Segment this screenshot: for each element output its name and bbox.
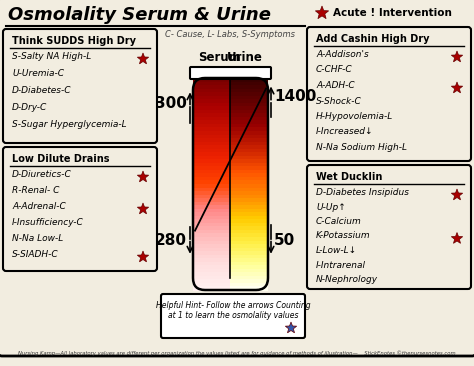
Text: D-Dry-C: D-Dry-C — [12, 103, 47, 112]
Polygon shape — [285, 322, 297, 333]
Text: D-Diabetes Insipidus: D-Diabetes Insipidus — [316, 188, 409, 197]
Text: Think SUDDS High Dry: Think SUDDS High Dry — [12, 36, 136, 46]
Text: Urine: Urine — [227, 51, 263, 64]
Polygon shape — [451, 51, 463, 62]
FancyBboxPatch shape — [307, 27, 471, 161]
Text: Low Dilute Drains: Low Dilute Drains — [12, 154, 109, 164]
Text: I-Insufficiency-C: I-Insufficiency-C — [12, 218, 84, 227]
Polygon shape — [315, 6, 328, 19]
Text: 300: 300 — [155, 96, 187, 111]
Text: Wet Ducklin: Wet Ducklin — [316, 172, 383, 182]
Polygon shape — [451, 232, 463, 243]
Text: Add Cashin High Dry: Add Cashin High Dry — [316, 34, 429, 44]
Text: K-Potassium: K-Potassium — [316, 232, 371, 240]
FancyBboxPatch shape — [161, 294, 305, 338]
Text: 280: 280 — [155, 233, 187, 248]
Polygon shape — [451, 82, 463, 93]
Text: A-Adrenal-C: A-Adrenal-C — [12, 202, 66, 211]
Text: I-Increased↓: I-Increased↓ — [316, 127, 374, 137]
Text: L-Low-L↓: L-Low-L↓ — [316, 246, 357, 255]
Polygon shape — [451, 189, 463, 200]
Text: C- Cause, L- Labs, S-Symptoms: C- Cause, L- Labs, S-Symptoms — [165, 30, 295, 39]
Text: N-Na Sodium High-L: N-Na Sodium High-L — [316, 143, 407, 152]
FancyBboxPatch shape — [3, 29, 157, 143]
Text: Nursing Kamp—All laboratory values are different per organization the values lis: Nursing Kamp—All laboratory values are d… — [18, 350, 456, 356]
FancyBboxPatch shape — [3, 147, 157, 271]
Text: Serum: Serum — [198, 51, 241, 64]
Polygon shape — [137, 251, 149, 262]
Text: I-Intrarenal: I-Intrarenal — [316, 261, 366, 269]
Text: U-Up↑: U-Up↑ — [316, 202, 346, 212]
Text: A-ADH-C: A-ADH-C — [316, 81, 355, 90]
FancyBboxPatch shape — [0, 0, 474, 356]
FancyBboxPatch shape — [307, 165, 471, 289]
Text: 1400: 1400 — [274, 89, 316, 104]
Text: N-Na Low-L: N-Na Low-L — [12, 234, 63, 243]
Text: S-Shock-C: S-Shock-C — [316, 97, 362, 105]
Text: H-Hypovolemia-L: H-Hypovolemia-L — [316, 112, 393, 121]
Text: Helpful Hint- Follow the arrows Counting
at 1 to learn the osmolality values: Helpful Hint- Follow the arrows Counting… — [155, 301, 310, 320]
Text: 50: 50 — [274, 233, 295, 248]
FancyBboxPatch shape — [193, 78, 268, 290]
FancyBboxPatch shape — [190, 67, 271, 79]
Text: R-Renal- C: R-Renal- C — [12, 186, 59, 195]
Text: C-Calcium: C-Calcium — [316, 217, 362, 226]
Text: A-Addison's: A-Addison's — [316, 50, 369, 59]
Polygon shape — [137, 171, 149, 182]
Text: S-SIADH-C: S-SIADH-C — [12, 250, 59, 259]
Text: Acute ! Intervention: Acute ! Intervention — [333, 8, 452, 18]
Text: Osmolality Serum & Urine: Osmolality Serum & Urine — [8, 6, 271, 24]
Text: S-Salty NA High-L: S-Salty NA High-L — [12, 52, 91, 61]
Text: S-Sugar Hyperglycemia-L: S-Sugar Hyperglycemia-L — [12, 120, 127, 129]
Polygon shape — [137, 203, 149, 214]
Text: D-Diabetes-C: D-Diabetes-C — [12, 86, 72, 95]
Text: U-Uremia-C: U-Uremia-C — [12, 69, 64, 78]
Text: N-Nephrology: N-Nephrology — [316, 275, 378, 284]
Polygon shape — [137, 53, 149, 64]
Text: D-Diuretics-C: D-Diuretics-C — [12, 170, 72, 179]
Text: C-CHF-C: C-CHF-C — [316, 66, 353, 75]
